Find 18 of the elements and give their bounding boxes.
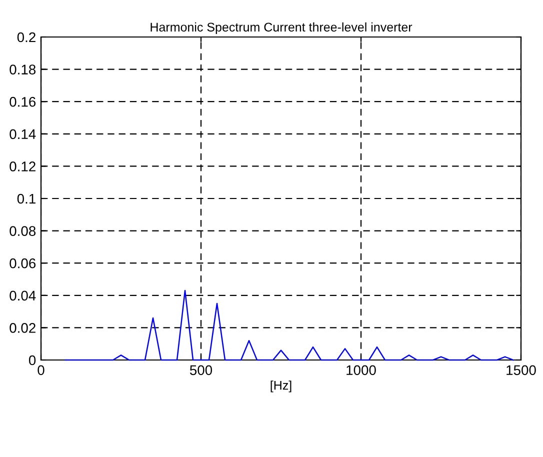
y-tick-label: 0.04 [10,290,36,301]
y-tick-label: 0.02 [10,323,36,333]
x-tick-label: 500 [190,365,212,376]
y-tick-label: 0 [28,355,36,366]
line-series [64,290,514,361]
y-tick-label: 0.12 [10,162,36,172]
chart-title: Harmonic Spectrum Current three-level inverter [150,22,412,34]
x-tick-label: 0 [38,365,44,376]
y-tick-label: 0.06 [10,258,36,268]
x-axis-title: [Hz] [270,380,292,392]
y-tick-label: 0.08 [10,226,36,236]
y-tick-label: 0.18 [10,64,36,74]
x-tick-label: 1000 [346,365,376,376]
y-tick-label: 0.16 [10,96,36,107]
x-tick-label: 1500 [506,365,536,376]
y-tick-label: 0.1 [17,194,36,204]
y-tick-label: 0.14 [10,129,36,140]
y-tick-label: 0.2 [17,32,36,42]
